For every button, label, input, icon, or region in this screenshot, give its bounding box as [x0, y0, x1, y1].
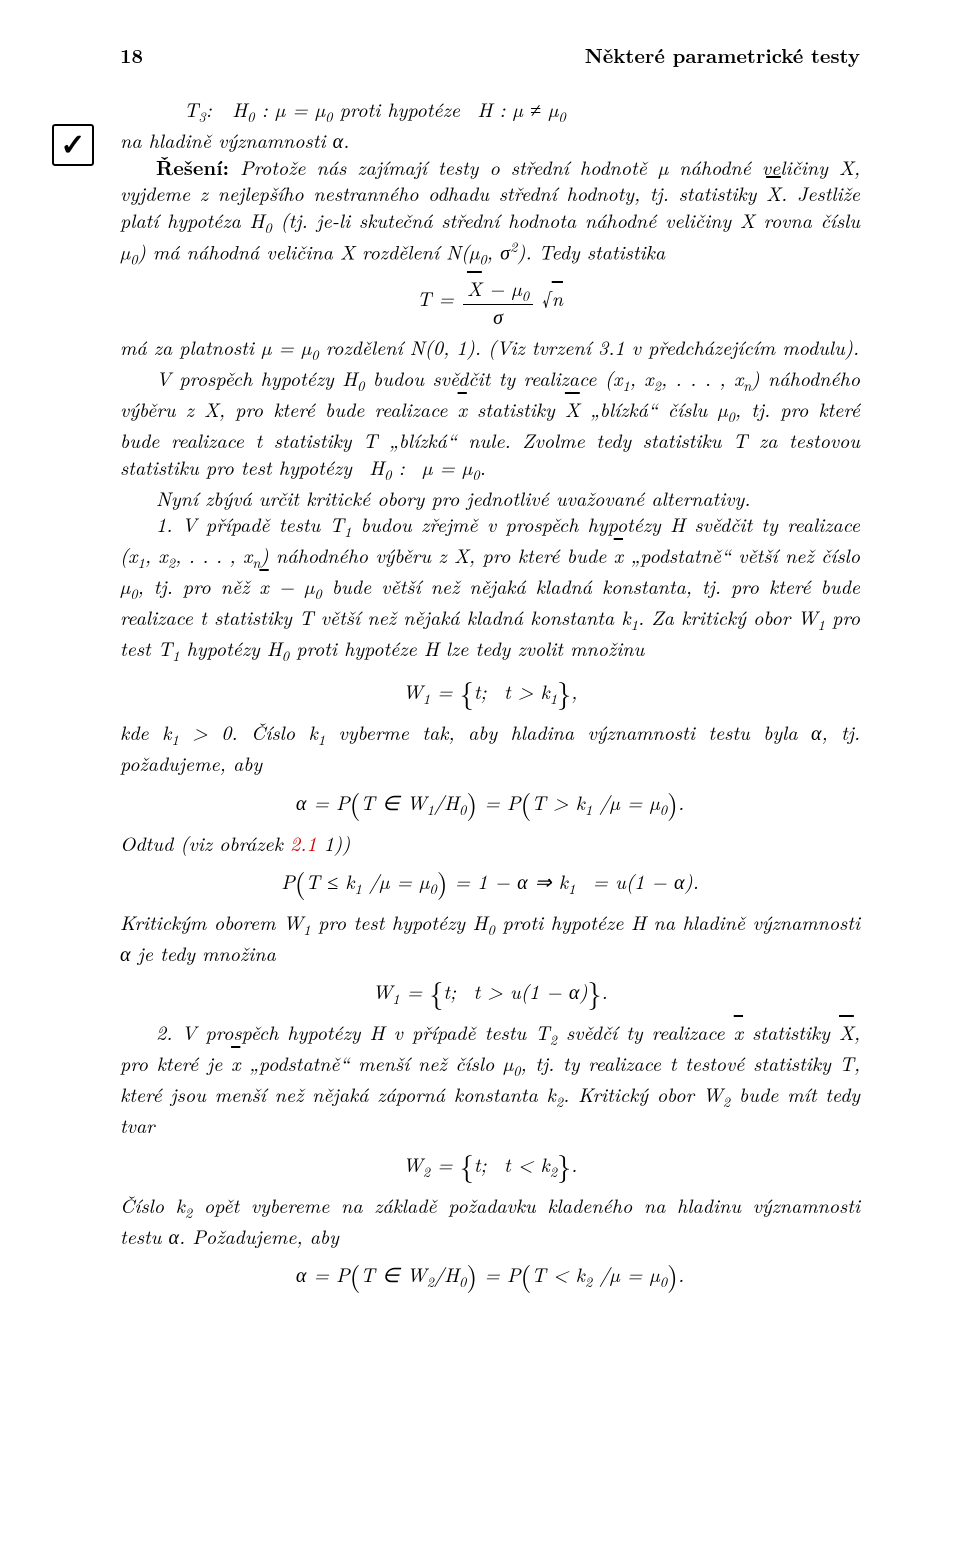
para-reseni: Řešení: Protože nás zajímají testy o stř…: [120, 154, 860, 269]
line-hladina: na hladině významnosti α.: [120, 127, 860, 153]
reseni-label: Řešení:: [156, 152, 229, 181]
para-case1: 1. V případě testu T1 budou zřejmě v pro…: [120, 511, 860, 666]
page: 18 Některé parametrické testy T3: H0 : µ…: [0, 0, 960, 1558]
body-text: T3: H0 : µ = µ0 proti hypotéze H : µ ≠ µ…: [120, 96, 860, 1294]
line-t3: T3: H0 : µ = µ0 proti hypotéze H : µ ≠ µ…: [120, 96, 860, 127]
para-kritickym: Kritickým oborem W1 pro test hypotézy H0…: [120, 909, 860, 966]
para-prospech-h0: V prospěch hypotézy H0 budou svědčit ty …: [120, 365, 860, 484]
display-eq-alpha1: α = P(T ∈ W1/H0) = P(T > k1 /µ = µ0).: [120, 785, 860, 822]
display-eq-W1-set: W1 = {t; t > k1},: [120, 674, 860, 711]
para-case2: 2. V prospěch hypotézy H v případě testu…: [120, 1019, 860, 1138]
display-eq-T: T = X − µ0σ √n: [120, 277, 860, 326]
chapter-title: Některé parametrické testy: [585, 42, 860, 68]
para-platnost: má za platnosti µ = µ0 rozdělení N(0, 1)…: [120, 334, 860, 365]
display-eq-Pleq: P(T ≤ k1 /µ = µ0) = 1 − α ⇒ k1 = u(1 − α…: [120, 864, 860, 901]
running-head: 18 Některé parametrické testy: [120, 42, 860, 68]
para-cislo-k2: Číslo k2 opět vybereme na základě požada…: [120, 1192, 860, 1249]
page-number: 18: [120, 42, 143, 68]
display-eq-W1-final: W1 = {t; t > u(1 − α)}.: [120, 974, 860, 1011]
figure-link[interactable]: 2.1: [290, 828, 317, 857]
display-eq-alpha2: α = P(T ∈ W2/H0) = P(T < k2 /µ = µ0).: [120, 1257, 860, 1294]
para-odtud: Odtud (viz obrázek 2.1 1)): [120, 830, 860, 856]
para-nyni: Nyní zbývá určit kritické obory pro jedn…: [120, 485, 860, 511]
solution-checkbox-icon: ✓: [52, 124, 94, 166]
display-eq-W2-set: W2 = {t; t < k2}.: [120, 1147, 860, 1184]
para-kde-k1: kde k1 > 0. Číslo k1 vyberme tak, aby hl…: [120, 719, 860, 776]
